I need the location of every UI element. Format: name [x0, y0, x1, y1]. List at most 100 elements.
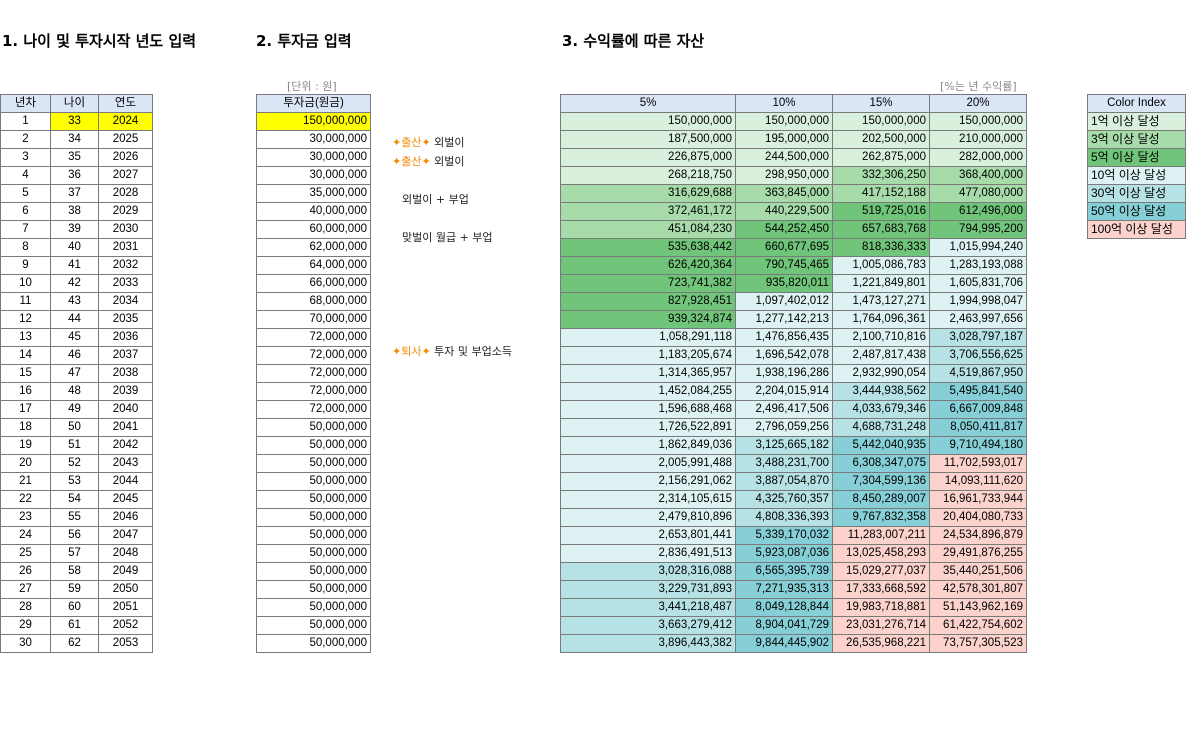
table-row: 1,452,084,255 2,204,015,914 3,444,938,562 5…	[560, 382, 1027, 401]
investment-amount-cell[interactable]: 50,000,000	[256, 526, 371, 545]
age-cell: 45	[50, 328, 99, 347]
investment-amount-cell[interactable]: 50,000,000	[256, 436, 371, 455]
investment-amount-cell[interactable]: 50,000,000	[256, 598, 371, 617]
age-cell: 57	[50, 544, 99, 563]
year-index-cell: 18	[0, 418, 51, 437]
asset-value-cell: 7,304,599,136	[832, 472, 930, 491]
investment-amount-cell[interactable]: 50,000,000	[256, 418, 371, 437]
unit-label-rate: [%는 년 수익률]	[940, 80, 1017, 93]
year-index-cell: 2	[0, 130, 51, 149]
year-cell: 2037	[98, 346, 153, 365]
asset-value-cell: 1,726,522,891	[560, 418, 736, 437]
investment-amount-cell[interactable]: 50,000,000	[256, 562, 371, 581]
legend-item: 10억 이상 달성	[1087, 166, 1186, 185]
year-cell: 2041	[98, 418, 153, 437]
investment-amount-cell[interactable]: 40,000,000	[256, 202, 371, 221]
table-row: 316,629,688 363,845,000 417,152,188 477,080…	[560, 184, 1027, 203]
asset-value-cell: 827,928,451	[560, 292, 736, 311]
age-table-header: 년차	[0, 94, 51, 113]
age-cell: 60	[50, 598, 99, 617]
year-index-cell: 1	[0, 112, 51, 131]
table-row: 12 44 2035	[0, 310, 153, 329]
asset-value-cell: 4,519,867,950	[929, 364, 1027, 383]
asset-value-cell: 9,844,445,902	[735, 634, 833, 653]
investment-amount-cell[interactable]: 30,000,000	[256, 166, 371, 185]
asset-value-cell: 2,204,015,914	[735, 382, 833, 401]
investment-amount-cell[interactable]: 64,000,000	[256, 256, 371, 275]
investment-amount-cell[interactable]: 72,000,000	[256, 328, 371, 347]
year-cell[interactable]: 2024	[98, 112, 153, 131]
table-row: 1,862,849,036 3,125,665,182 5,442,040,935 9…	[560, 436, 1027, 455]
investment-amount-cell[interactable]: 30,000,000	[256, 130, 371, 149]
asset-value-cell: 35,440,251,506	[929, 562, 1027, 581]
investment-header: 투자금(원금)	[256, 94, 371, 113]
sparkle-icon: ✦	[421, 155, 431, 168]
asset-value-cell: 8,050,411,817	[929, 418, 1027, 437]
investment-amount-cell[interactable]: 70,000,000	[256, 310, 371, 329]
asset-value-cell: 1,605,831,706	[929, 274, 1027, 293]
investment-amount-cell[interactable]: 72,000,000	[256, 364, 371, 383]
table-row: 2,836,491,513 5,923,087,036 13,025,458,293…	[560, 544, 1027, 563]
asset-value-cell: 8,450,289,007	[832, 490, 930, 509]
asset-value-cell: 1,476,856,435	[735, 328, 833, 347]
asset-value-cell: 262,875,000	[832, 148, 930, 167]
asset-value-cell: 17,333,668,592	[832, 580, 930, 599]
table-row: 72,000,000	[256, 328, 371, 347]
asset-value-cell: 1,058,291,118	[560, 328, 736, 347]
age-cell: 56	[50, 526, 99, 545]
investment-amount-cell[interactable]: 50,000,000	[256, 472, 371, 491]
investment-amount-cell[interactable]: 30,000,000	[256, 148, 371, 167]
investment-amount-cell[interactable]: 68,000,000	[256, 292, 371, 311]
table-row: 13 45 2036	[0, 328, 153, 347]
investment-amount-cell[interactable]: 72,000,000	[256, 400, 371, 419]
sparkle-icon: ✦	[392, 345, 402, 358]
table-row: 1,726,522,891 2,796,059,256 4,688,731,248 8…	[560, 418, 1027, 437]
age-cell: 46	[50, 346, 99, 365]
asset-value-cell: 9,767,832,358	[832, 508, 930, 527]
investment-amount-cell[interactable]: 50,000,000	[256, 580, 371, 599]
investment-amount-cell[interactable]: 35,000,000	[256, 184, 371, 203]
age-cell: 58	[50, 562, 99, 581]
investment-amount-cell[interactable]: 62,000,000	[256, 238, 371, 257]
year-index-cell: 22	[0, 490, 51, 509]
year-cell: 2025	[98, 130, 153, 149]
year-index-cell: 30	[0, 634, 51, 653]
asset-value-cell: 5,442,040,935	[832, 436, 930, 455]
investment-amount-cell[interactable]: 72,000,000	[256, 346, 371, 365]
sparkle-icon: ✦	[421, 136, 431, 149]
table-row: 50,000,000	[256, 454, 371, 473]
year-cell: 2038	[98, 364, 153, 383]
table-row: 15 47 2038	[0, 364, 153, 383]
asset-value-cell: 5,923,087,036	[735, 544, 833, 563]
asset-value-cell: 3,444,938,562	[832, 382, 930, 401]
asset-value-cell: 244,500,000	[735, 148, 833, 167]
table-row: 25 57 2048	[0, 544, 153, 563]
year-cell: 2050	[98, 580, 153, 599]
asset-value-cell: 1,283,193,088	[929, 256, 1027, 275]
investment-amount-cell[interactable]: 50,000,000	[256, 616, 371, 635]
table-row: 70,000,000	[256, 310, 371, 329]
asset-value-cell: 61,422,754,602	[929, 616, 1027, 635]
investment-amount-cell[interactable]: 150,000,000	[256, 112, 371, 131]
investment-amount-cell[interactable]: 60,000,000	[256, 220, 371, 239]
asset-value-cell: 19,983,718,881	[832, 598, 930, 617]
asset-value-cell: 3,488,231,700	[735, 454, 833, 473]
investment-amount-cell[interactable]: 50,000,000	[256, 454, 371, 473]
life-event-note: 맞벌이 월급 + 부업	[402, 229, 493, 245]
asset-value-cell: 2,479,810,896	[560, 508, 736, 527]
investment-amount-cell[interactable]: 50,000,000	[256, 544, 371, 563]
investment-amount-cell[interactable]: 66,000,000	[256, 274, 371, 293]
investment-amount-cell[interactable]: 72,000,000	[256, 382, 371, 401]
investment-amount-cell[interactable]: 50,000,000	[256, 490, 371, 509]
investment-amount-cell[interactable]: 50,000,000	[256, 508, 371, 527]
table-row: 3,028,316,088 6,565,395,739 15,029,277,037…	[560, 562, 1027, 581]
year-cell: 2045	[98, 490, 153, 509]
legend-item: 100억 이상 달성	[1087, 220, 1186, 239]
investment-amount-cell[interactable]: 50,000,000	[256, 634, 371, 653]
table-row: 14 46 2037	[0, 346, 153, 365]
asset-value-cell: 451,084,230	[560, 220, 736, 239]
asset-value-cell: 6,667,009,848	[929, 400, 1027, 419]
table-row: 23 55 2046	[0, 508, 153, 527]
age-cell[interactable]: 33	[50, 112, 99, 131]
table-row: 68,000,000	[256, 292, 371, 311]
